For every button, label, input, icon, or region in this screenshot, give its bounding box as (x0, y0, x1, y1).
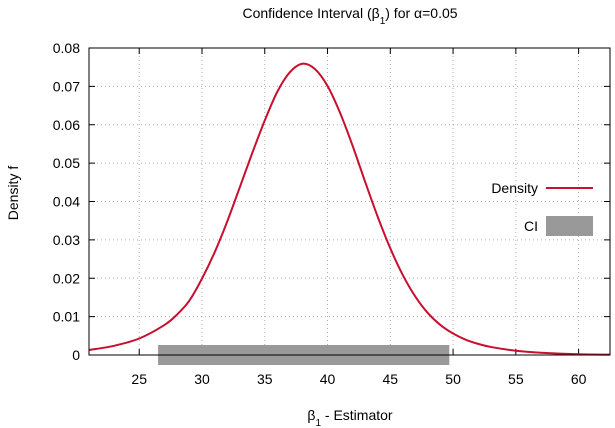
legend-swatch-ci (546, 216, 593, 236)
x-tick-label: 40 (320, 371, 336, 387)
x-axis-label: β1 - Estimator (307, 407, 393, 428)
ticks: 0 0.01 0.02 0.03 0.04 0.05 0.06 0.07 0.08 25 30 35 4… (53, 40, 610, 387)
y-tick-label: 0.01 (53, 309, 80, 325)
y-tick-label: 0.02 (53, 270, 80, 286)
legend: Density CI (491, 180, 593, 236)
legend-label: Density (491, 180, 538, 196)
x-tick-label: 45 (383, 371, 399, 387)
y-tick-label: 0.06 (53, 117, 80, 133)
x-tick-label: 50 (445, 371, 461, 387)
grid (89, 48, 610, 355)
y-axis-label: Density f (5, 166, 21, 221)
legend-label: CI (524, 218, 538, 234)
y-tick-label: 0.03 (53, 232, 80, 248)
y-tick-label: 0 (72, 347, 80, 363)
x-tick-label: 35 (257, 371, 273, 387)
y-tick-label: 0.04 (53, 194, 80, 210)
x-tick-label: 60 (571, 371, 587, 387)
x-tick-label: 30 (194, 371, 210, 387)
density-line (88, 62, 611, 356)
x-tick-label: 25 (131, 371, 147, 387)
series-layer (88, 62, 611, 365)
y-tick-label: 0.07 (53, 78, 80, 94)
x-tick-label: 55 (508, 371, 524, 387)
chart-title: Confidence Interval (β1) for α=0.05 (242, 5, 457, 27)
y-tick-label: 0.08 (53, 40, 80, 56)
y-tick-label: 0.05 (53, 155, 80, 171)
plot-frame (88, 47, 611, 356)
